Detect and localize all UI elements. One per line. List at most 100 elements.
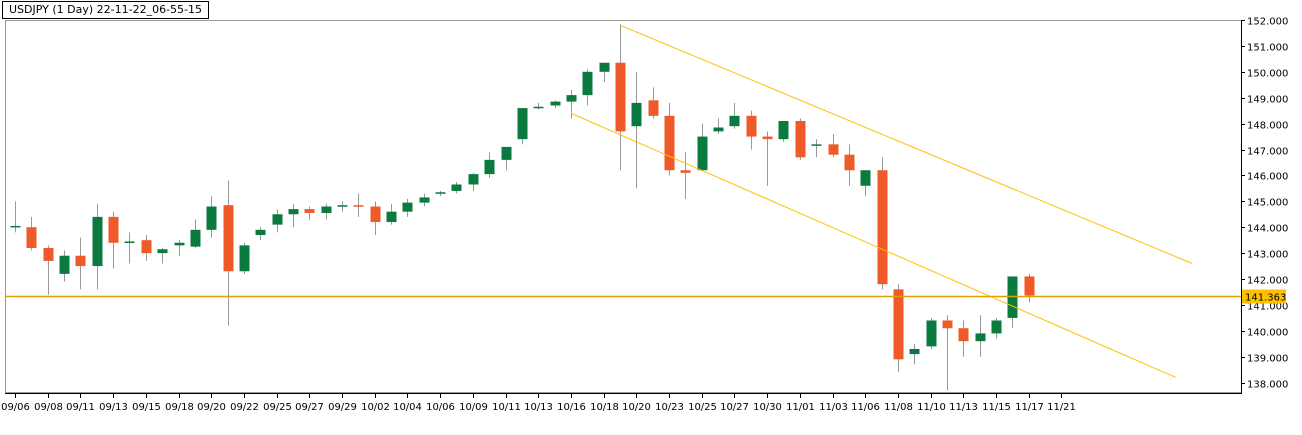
candle-body — [631, 102, 642, 127]
candle-body — [713, 127, 724, 132]
candle-body — [353, 205, 364, 207]
bullish-candle — [926, 317, 937, 349]
bullish-candle — [190, 219, 201, 248]
x-tick-label: 10/20 — [622, 402, 651, 413]
candle-body — [468, 174, 479, 185]
bullish-candle — [206, 196, 217, 238]
candle-body — [304, 209, 315, 213]
bullish-candle — [10, 201, 21, 233]
candle-body — [533, 106, 544, 109]
bearish-candle — [828, 133, 839, 158]
bullish-candle — [255, 227, 266, 241]
candle-body — [190, 229, 201, 247]
candle-body — [321, 206, 332, 213]
candle-body — [860, 170, 871, 186]
candle-body — [239, 245, 250, 272]
bullish-candle — [517, 108, 528, 145]
bearish-candle — [877, 157, 888, 290]
bullish-candle — [92, 203, 103, 290]
candle-body — [762, 136, 773, 140]
x-tick-label: 11/15 — [982, 402, 1011, 413]
candle-body — [991, 320, 1002, 334]
bullish-candle — [419, 193, 430, 207]
candle-body — [697, 136, 708, 171]
bearish-candle — [370, 201, 381, 235]
bullish-candle — [451, 181, 462, 194]
bearish-candle — [893, 284, 904, 373]
bullish-candle — [909, 343, 920, 365]
bearish-candle — [664, 102, 675, 176]
bullish-candle — [811, 139, 822, 158]
bullish-candle — [713, 118, 724, 134]
bearish-candle — [615, 23, 626, 171]
y-tick-label: 152.000 — [1247, 17, 1288, 28]
bullish-candle — [174, 240, 185, 256]
x-tick-label: 10/18 — [590, 402, 619, 413]
candle-body — [958, 328, 969, 342]
bullish-candle — [124, 232, 135, 264]
bullish-candle — [501, 146, 512, 171]
bearish-candle — [43, 245, 54, 295]
bullish-candle — [533, 102, 544, 110]
x-tick-label: 10/30 — [753, 402, 782, 413]
bullish-candle — [402, 198, 413, 217]
candle-body — [566, 95, 577, 102]
bullish-candle — [337, 201, 348, 212]
bullish-candle — [239, 242, 250, 274]
x-tick-label: 11/13 — [949, 402, 978, 413]
candle-body — [108, 216, 119, 243]
bearish-candle — [26, 216, 37, 251]
candle-body — [893, 289, 904, 360]
x-tick-label: 10/16 — [557, 402, 586, 413]
candle-body — [174, 242, 185, 246]
x-tick-label: 09/06 — [1, 402, 30, 413]
bullish-candle — [468, 172, 479, 191]
y-tick-label: 148.000 — [1247, 121, 1288, 132]
bearish-candle — [648, 87, 659, 119]
candle-body — [272, 214, 283, 225]
bearish-candle — [795, 118, 806, 160]
candle-body — [615, 62, 626, 132]
bullish-candle — [272, 209, 283, 233]
candle-body — [778, 121, 789, 140]
x-tick-label: 09/15 — [132, 402, 161, 413]
x-tick-label: 09/18 — [165, 402, 194, 413]
bullish-candle — [729, 102, 740, 129]
bullish-candle — [778, 121, 789, 142]
candle-body — [157, 249, 168, 254]
x-tick-label: 10/06 — [426, 402, 455, 413]
bullish-candle — [975, 315, 986, 357]
x-tick-label: 10/27 — [720, 402, 749, 413]
x-tick-label: 10/11 — [492, 402, 521, 413]
bearish-candle — [844, 144, 855, 186]
bullish-candle — [288, 203, 299, 228]
candle-body — [680, 170, 691, 173]
x-tick-label: 09/08 — [34, 402, 63, 413]
candle-body — [419, 197, 430, 203]
candle-body — [926, 320, 937, 347]
bearish-candle — [762, 131, 773, 186]
candle-body — [206, 206, 217, 230]
y-tick-label: 138.000 — [1247, 380, 1288, 391]
x-tick-label: 10/13 — [524, 402, 553, 413]
y-tick-label: 141.000 — [1247, 302, 1288, 313]
x-tick-label: 10/09 — [459, 402, 488, 413]
x-tick-label: 11/10 — [917, 402, 946, 413]
candle-body — [729, 115, 740, 127]
y-tick-label: 146.000 — [1247, 172, 1288, 183]
candle-body — [517, 108, 528, 140]
x-tick-label: 09/22 — [230, 402, 259, 413]
bearish-candle — [304, 206, 315, 220]
y-axis: 152.000 151.000 150.000 149.000 148.000 147.0… — [1241, 17, 1288, 391]
candle-body — [92, 216, 103, 267]
price-tag-label: 141.363 — [1245, 293, 1286, 304]
candle-body — [484, 159, 495, 175]
candle-body — [1024, 276, 1035, 296]
bearish-candle — [1024, 273, 1035, 303]
bearish-candle — [353, 193, 364, 217]
candle-body — [844, 154, 855, 171]
x-tick-label: 09/27 — [295, 402, 324, 413]
x-tick-label: 09/13 — [99, 402, 128, 413]
bullish-candle — [157, 247, 168, 264]
